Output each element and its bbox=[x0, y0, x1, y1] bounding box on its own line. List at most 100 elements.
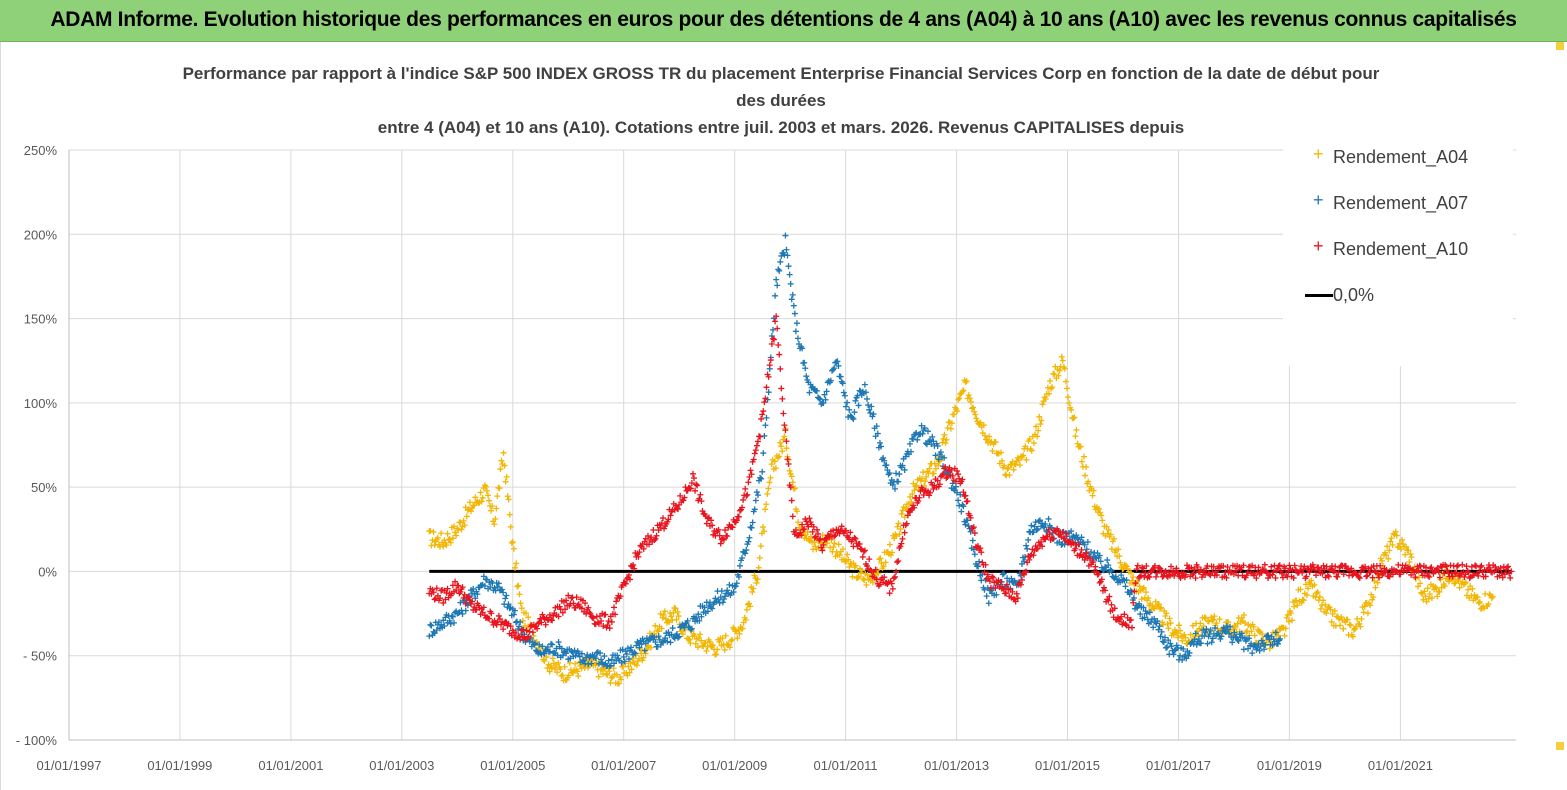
legend-label-a07: Rendement_A07 bbox=[1333, 192, 1469, 213]
data-point bbox=[1028, 447, 1035, 454]
data-point bbox=[441, 623, 448, 630]
data-point bbox=[960, 503, 967, 510]
data-point bbox=[781, 433, 788, 440]
data-point bbox=[894, 523, 901, 530]
data-point bbox=[1106, 593, 1113, 600]
data-point bbox=[778, 385, 785, 392]
data-point bbox=[899, 507, 906, 514]
data-point bbox=[977, 545, 984, 552]
data-point bbox=[662, 635, 669, 642]
data-point bbox=[1303, 573, 1310, 580]
y-tick-label: 50% bbox=[31, 480, 57, 495]
data-point bbox=[1137, 611, 1144, 618]
data-point bbox=[997, 449, 1004, 456]
data-point bbox=[856, 387, 863, 394]
data-point bbox=[898, 510, 905, 517]
data-point bbox=[890, 575, 897, 582]
data-point bbox=[1253, 575, 1260, 582]
data-point bbox=[1210, 616, 1217, 623]
data-point bbox=[767, 357, 774, 364]
data-point bbox=[945, 467, 952, 474]
data-point bbox=[854, 392, 861, 399]
data-point bbox=[861, 547, 868, 554]
data-point bbox=[538, 619, 545, 626]
data-point bbox=[1063, 530, 1070, 537]
data-point bbox=[854, 574, 861, 581]
data-point bbox=[784, 456, 791, 463]
data-point bbox=[1369, 574, 1376, 581]
data-point bbox=[446, 617, 453, 624]
data-point bbox=[449, 613, 456, 620]
data-point bbox=[1003, 590, 1010, 597]
data-point bbox=[742, 550, 749, 557]
data-point bbox=[1436, 588, 1443, 595]
data-point bbox=[1397, 546, 1404, 553]
data-point bbox=[613, 671, 620, 678]
data-point bbox=[901, 529, 908, 536]
data-point bbox=[1181, 631, 1188, 638]
data-point bbox=[1262, 641, 1269, 648]
data-point bbox=[849, 414, 856, 421]
data-point bbox=[1107, 566, 1114, 573]
data-point bbox=[983, 593, 990, 600]
x-tick-label: 01/01/2011 bbox=[814, 758, 878, 773]
data-point bbox=[673, 616, 680, 623]
data-point bbox=[1092, 563, 1099, 570]
data-point bbox=[1284, 611, 1291, 618]
resize-handle-top-right[interactable] bbox=[1556, 42, 1564, 50]
data-point bbox=[1168, 643, 1175, 650]
data-point bbox=[1300, 597, 1307, 604]
data-point bbox=[1397, 571, 1404, 578]
data-point bbox=[664, 638, 671, 645]
data-point bbox=[1309, 561, 1316, 568]
data-point bbox=[444, 585, 451, 592]
data-point bbox=[1082, 472, 1089, 479]
y-tick-label: 100% bbox=[24, 396, 58, 411]
data-point bbox=[869, 579, 876, 586]
data-point bbox=[743, 606, 750, 613]
data-point bbox=[474, 591, 481, 598]
data-point bbox=[475, 500, 482, 507]
data-point bbox=[1234, 620, 1241, 627]
data-point bbox=[1171, 647, 1178, 654]
data-point bbox=[719, 599, 726, 606]
data-point bbox=[784, 252, 791, 259]
data-point bbox=[1063, 385, 1070, 392]
data-point bbox=[1014, 595, 1021, 602]
data-point bbox=[428, 622, 435, 629]
data-point bbox=[918, 475, 925, 482]
data-point bbox=[652, 535, 659, 542]
data-point bbox=[898, 540, 905, 547]
data-point bbox=[574, 668, 581, 675]
data-point bbox=[1105, 562, 1112, 569]
data-point bbox=[874, 430, 881, 437]
data-point bbox=[510, 611, 517, 618]
data-point bbox=[625, 663, 632, 670]
data-point bbox=[881, 574, 888, 581]
data-point bbox=[681, 494, 688, 501]
data-point bbox=[1251, 642, 1258, 649]
data-point bbox=[1111, 605, 1118, 612]
data-point bbox=[559, 609, 566, 616]
data-point bbox=[943, 436, 950, 443]
data-point bbox=[1161, 634, 1168, 641]
resize-handle-bottom-right[interactable] bbox=[1556, 742, 1564, 750]
chart-area[interactable]: 250% 200% 150% 100% 50% 0% - 50% - 100% 01/01/19… bbox=[0, 42, 1567, 790]
data-point bbox=[608, 618, 615, 625]
data-point bbox=[1096, 552, 1103, 559]
data-point bbox=[1388, 535, 1395, 542]
data-point bbox=[1287, 610, 1294, 617]
data-point bbox=[1198, 640, 1205, 647]
data-point bbox=[766, 362, 773, 369]
data-point bbox=[1175, 570, 1182, 577]
data-point bbox=[1193, 641, 1200, 648]
data-point bbox=[967, 514, 974, 521]
data-point bbox=[1399, 536, 1406, 543]
data-point bbox=[745, 479, 752, 486]
data-point bbox=[1156, 623, 1163, 630]
data-point bbox=[1024, 545, 1031, 552]
data-point bbox=[838, 523, 845, 530]
data-point bbox=[760, 408, 767, 415]
data-point bbox=[1497, 564, 1504, 571]
data-point bbox=[431, 596, 438, 603]
